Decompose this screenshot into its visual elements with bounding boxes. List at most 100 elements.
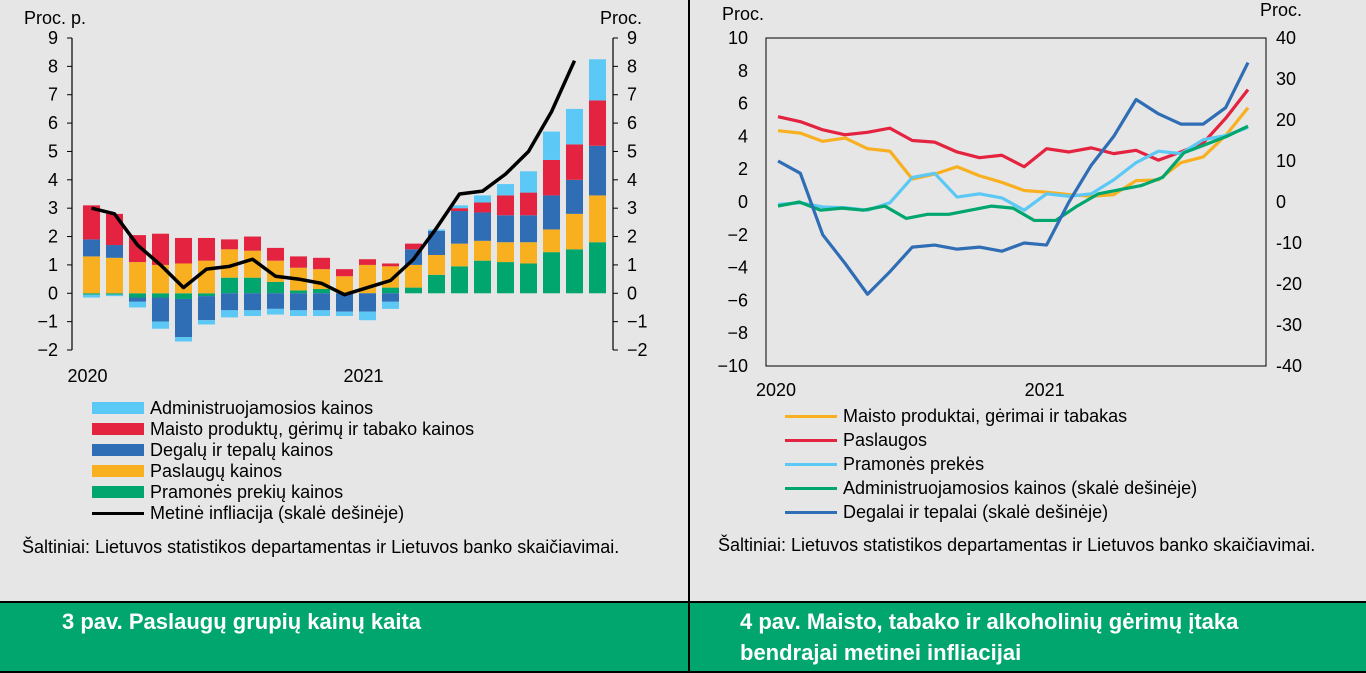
left-y-tick-label: −4 bbox=[727, 258, 748, 278]
legend-item: Paslaugos bbox=[785, 428, 1345, 452]
left-y-tick-label: 6 bbox=[48, 113, 58, 133]
left-source-note: Šaltiniai: Lietuvos statistikos departam… bbox=[22, 537, 620, 557]
bar-segment bbox=[450, 211, 469, 244]
bar-segment bbox=[496, 195, 515, 216]
bar-segment bbox=[105, 294, 124, 297]
bar-segment bbox=[427, 274, 446, 294]
right-y-tick-label: 4 bbox=[627, 170, 637, 190]
left-y-tick-label: 2 bbox=[48, 227, 58, 247]
bar-segment bbox=[496, 262, 515, 294]
right-y-tick-label: -20 bbox=[1276, 274, 1302, 294]
bar-segment bbox=[266, 308, 285, 315]
right-y-tick-label: 40 bbox=[1276, 28, 1296, 48]
series-line bbox=[777, 124, 1249, 223]
series-line bbox=[777, 61, 1250, 296]
bar-segment bbox=[289, 293, 308, 311]
bar-segment bbox=[542, 229, 561, 253]
bar-segment bbox=[496, 242, 515, 263]
bar-segment bbox=[151, 297, 170, 322]
bar-segment bbox=[220, 249, 239, 278]
bar-segment bbox=[220, 293, 239, 311]
right-y-tick-label: 6 bbox=[627, 113, 637, 133]
bar-segment bbox=[174, 293, 193, 299]
legend-swatch bbox=[92, 465, 144, 477]
bar-segment bbox=[335, 276, 354, 294]
bar-segment bbox=[588, 242, 607, 294]
bar-segment bbox=[381, 263, 400, 267]
bar-segment bbox=[542, 252, 561, 294]
bar-segment bbox=[197, 320, 216, 325]
right-y-tick-label: 3 bbox=[627, 198, 637, 218]
right-y-tick-label: 0 bbox=[1276, 192, 1286, 212]
bar-segment bbox=[450, 266, 469, 294]
bar-segment bbox=[427, 254, 446, 275]
right-y-tick-label: -30 bbox=[1276, 315, 1302, 335]
bar-segment bbox=[427, 230, 446, 255]
legend-line-swatch bbox=[785, 487, 837, 490]
left-y-tick-label: 2 bbox=[738, 159, 748, 179]
bar-segment bbox=[151, 293, 170, 298]
bar-segment bbox=[519, 171, 538, 193]
bar-segment bbox=[243, 310, 262, 316]
right-y-tick-label: 10 bbox=[1276, 151, 1296, 171]
left-y-tick-label: 4 bbox=[738, 126, 748, 146]
inflation-line bbox=[91, 59, 577, 297]
right-y-tick-label: -10 bbox=[1276, 233, 1302, 253]
legend-label: Paslaugos bbox=[843, 430, 928, 450]
legend-label: Pramonės prekės bbox=[843, 454, 985, 474]
right-y-axis-title: Proc. bbox=[600, 8, 642, 28]
bar-segment bbox=[542, 159, 561, 196]
left-caption-text: 3 pav. Paslaugų grupių kainų kaita bbox=[62, 609, 422, 634]
legend-swatch bbox=[92, 402, 144, 414]
bar-segment bbox=[151, 321, 170, 329]
left-y-tick-label: 5 bbox=[48, 141, 58, 161]
legend-item: Metinė infliacija (skalė dešinėje) bbox=[92, 503, 652, 524]
bar-segment bbox=[450, 205, 469, 209]
right-y-tick-label: 20 bbox=[1276, 110, 1296, 130]
bar-segment bbox=[174, 298, 193, 338]
bar-segment bbox=[473, 212, 492, 241]
right-figure-caption: 4 pav. Maisto, tabako ir alkoholinių gėr… bbox=[690, 603, 1366, 671]
legend-label: Maisto produktai, gėrimai ir tabakas bbox=[843, 406, 1128, 426]
left-y-tick-label: 6 bbox=[738, 94, 748, 114]
right-source-note: Šaltiniai: Lietuvos statistikos departam… bbox=[718, 535, 1316, 555]
bar-segment bbox=[312, 293, 331, 311]
legend-line-swatch bbox=[92, 512, 144, 515]
bar-segment bbox=[82, 239, 101, 257]
right-y-tick-label: 9 bbox=[627, 28, 637, 48]
bar-segment bbox=[450, 208, 469, 212]
bar-segment bbox=[496, 215, 515, 243]
bar-segment bbox=[220, 239, 239, 250]
bar-segment bbox=[588, 195, 607, 243]
bar-segment bbox=[565, 144, 584, 180]
left-figure-caption: 3 pav. Paslaugų grupių kainų kaita bbox=[0, 603, 688, 671]
right-legend: Maisto produktai, gėrimai ir tabakas Pasl… bbox=[785, 404, 1345, 524]
legend-line-swatch bbox=[785, 511, 837, 514]
bar-segment bbox=[519, 192, 538, 216]
legend-item: Administruojamosios kainos (skalė dešinė… bbox=[785, 476, 1345, 500]
bar-segment bbox=[105, 213, 124, 246]
bar-segment bbox=[266, 247, 285, 261]
bar-segment bbox=[266, 281, 285, 294]
right-y-tick-label: 8 bbox=[627, 56, 637, 76]
bar-segment bbox=[243, 250, 262, 278]
bar-segment bbox=[496, 184, 515, 196]
bar-segment bbox=[128, 293, 147, 298]
legend-swatch bbox=[92, 444, 144, 456]
left-y-tick-label: −8 bbox=[727, 323, 748, 343]
left-y-tick-label: 0 bbox=[738, 192, 748, 212]
left-y-tick-label: 9 bbox=[48, 28, 58, 48]
bar-segment bbox=[197, 260, 216, 294]
left-y-tick-label: 10 bbox=[728, 28, 748, 48]
legend-line-swatch bbox=[785, 463, 837, 466]
bar-segment bbox=[174, 237, 193, 264]
bar-segment bbox=[266, 293, 285, 309]
bar-segment bbox=[519, 263, 538, 294]
legend-label: Administruojamosios kainos bbox=[150, 398, 374, 418]
bar-segment bbox=[128, 297, 147, 302]
left-y-tick-label: 0 bbox=[48, 283, 58, 303]
bar-segment bbox=[174, 337, 193, 342]
bar-segment bbox=[473, 202, 492, 213]
left-y-tick-label: −6 bbox=[727, 290, 748, 310]
legend-item: Degalų ir tepalų kainos bbox=[92, 440, 652, 461]
